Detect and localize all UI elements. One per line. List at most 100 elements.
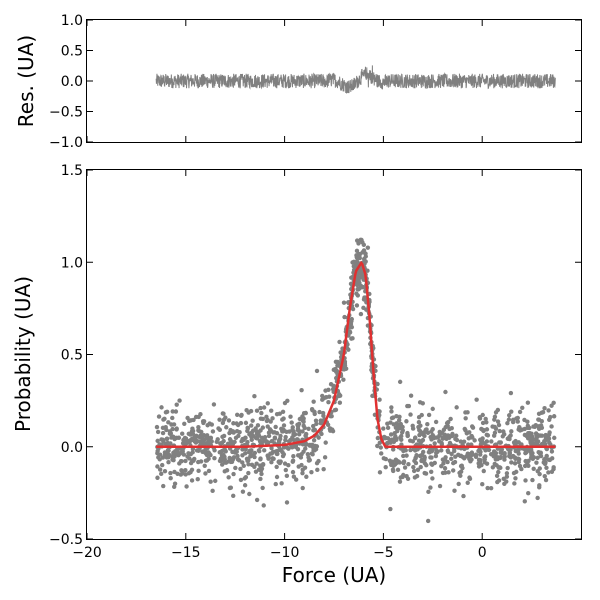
scatter-point: [391, 447, 396, 452]
scatter-point: [309, 407, 315, 412]
scatter-point: [154, 424, 160, 430]
scatter-point: [466, 452, 472, 457]
scatter-point: [498, 440, 503, 445]
scatter-point: [310, 444, 316, 449]
scatter-point: [277, 446, 283, 452]
scatter-point: [242, 483, 248, 488]
scatter-point: [300, 467, 305, 472]
x-tick-label: −5: [373, 545, 394, 561]
scatter-point: [227, 437, 233, 442]
scatter-point: [463, 410, 468, 415]
scatter-point: [290, 469, 296, 475]
scatter-point: [320, 393, 325, 399]
x-tick-label: 0: [478, 545, 487, 561]
scatter-point: [465, 480, 470, 485]
scatter-point: [243, 475, 249, 480]
scatter-point: [525, 419, 530, 424]
scatter-point: [267, 427, 273, 432]
scatter-point: [239, 412, 244, 418]
scatter-point: [514, 469, 519, 475]
scatter-point: [518, 428, 523, 433]
scatter-point: [490, 424, 495, 429]
scatter-point: [259, 410, 264, 416]
scatter-point: [178, 472, 184, 477]
scatter-point: [288, 414, 293, 419]
y-tick-label: 1.0: [61, 13, 83, 29]
scatter-point: [317, 409, 322, 415]
scatter-point: [272, 436, 278, 441]
scatter-point: [549, 403, 554, 408]
scatter-point: [408, 393, 414, 398]
scatter-point: [300, 414, 305, 419]
scatter-point: [391, 468, 396, 474]
scatter-point: [281, 423, 287, 428]
scatter-point: [337, 339, 342, 345]
scatter-point: [449, 425, 454, 431]
scatter-point: [181, 437, 186, 443]
scatter-point: [492, 461, 497, 467]
scatter-point: [458, 463, 464, 469]
scatter-point: [430, 427, 435, 432]
scatter-point: [177, 451, 182, 457]
scatter-point: [270, 430, 276, 435]
scatter-point: [432, 460, 437, 466]
scatter-point: [249, 423, 254, 428]
scatter-point: [461, 439, 467, 444]
scatter-point: [342, 367, 347, 372]
scatter-point: [416, 438, 422, 443]
scatter-point: [311, 438, 317, 443]
scatter-point: [161, 483, 166, 489]
scatter-point: [202, 463, 207, 468]
scatter-point: [418, 423, 423, 428]
scatter-point: [291, 454, 296, 459]
scatter-point: [177, 398, 182, 403]
distribution-y-label: Probability (UA): [11, 276, 35, 432]
scatter-point: [449, 456, 454, 462]
scatter-point: [355, 254, 360, 260]
scatter-point: [528, 449, 533, 454]
scatter-point: [420, 431, 425, 437]
scatter-point: [387, 458, 393, 463]
scatter-point: [531, 441, 536, 446]
scatter-point: [443, 389, 448, 395]
scatter-point: [217, 417, 222, 422]
scatter-point: [549, 424, 554, 429]
scatter-point: [269, 439, 275, 444]
scatter-point: [502, 481, 507, 487]
scatter-point: [273, 481, 278, 487]
scatter-point: [254, 497, 260, 503]
scatter-point: [516, 457, 522, 462]
scatter-point: [405, 476, 411, 481]
scatter-point: [187, 440, 192, 445]
scatter-point: [400, 428, 405, 433]
scatter-point: [517, 409, 523, 415]
scatter-point: [223, 460, 229, 465]
scatter-point: [330, 387, 336, 392]
scatter-point: [193, 440, 199, 445]
scatter-point: [290, 425, 295, 430]
scatter-point: [472, 438, 477, 443]
scatter-point: [538, 450, 543, 455]
scatter-point: [284, 500, 290, 505]
scatter-point: [432, 441, 437, 446]
scatter-point: [240, 447, 245, 452]
scatter-point: [245, 428, 250, 434]
scatter-point: [419, 412, 424, 418]
scatter-point: [522, 499, 527, 504]
scatter-point: [238, 477, 244, 483]
scatter-point: [341, 377, 346, 382]
scatter-point: [552, 435, 557, 441]
scatter-point: [276, 459, 281, 465]
scatter-point: [543, 456, 548, 461]
scatter-point: [481, 468, 486, 474]
scatter-point: [440, 436, 445, 441]
scatter-point: [314, 444, 320, 449]
scatter-point: [534, 432, 539, 438]
scatter-point: [347, 329, 352, 334]
scatter-point: [314, 368, 320, 374]
scatter-point: [469, 424, 475, 429]
scatter-point: [522, 447, 528, 452]
scatter-point: [243, 446, 248, 452]
scatter-point: [249, 462, 255, 468]
scatter-point: [264, 414, 269, 420]
